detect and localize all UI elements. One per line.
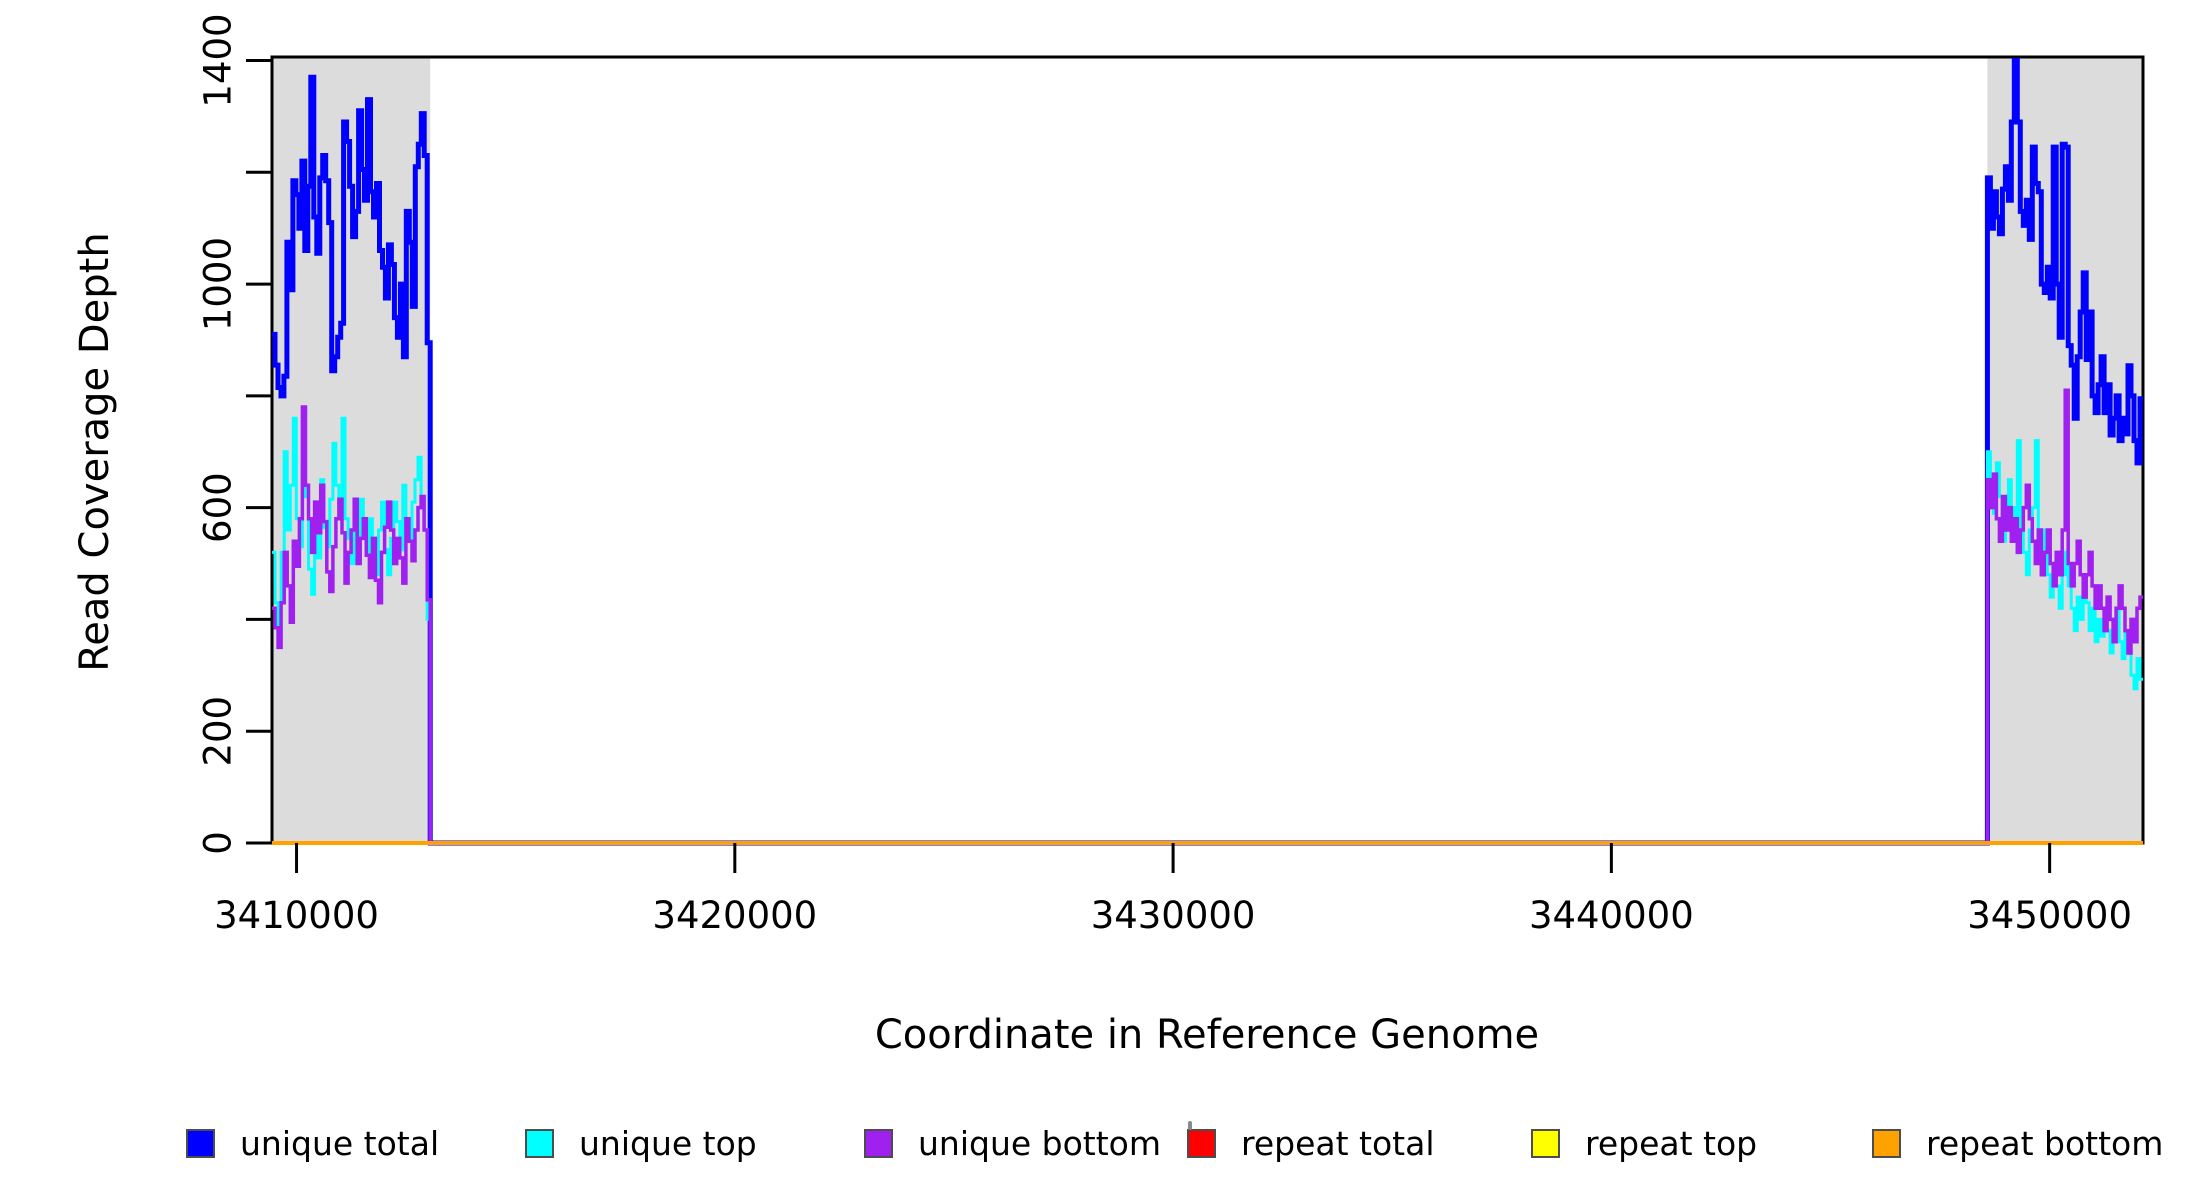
x-tick-label-3410000: 3410000 [214, 894, 379, 937]
legend-swatch-repeat-top [1531, 1128, 1560, 1158]
y-tick-label-1400: 1400 [197, 13, 240, 107]
series-unique-total [272, 58, 2143, 846]
y-tick-label-200: 200 [197, 696, 240, 767]
legend-label-repeat-top: repeat top [1585, 1123, 1758, 1163]
series-unique-top [272, 416, 2143, 845]
stray-mark [1188, 1121, 1192, 1130]
legend-swatch-unique-bottom [864, 1128, 893, 1158]
legend-item-unique-top: unique top [525, 1120, 757, 1166]
legend-label-repeat-bottom: repeat bottom [1926, 1123, 2164, 1163]
legend-item-repeat-bottom: repeat bottom [1872, 1120, 2163, 1166]
x-tick-label-3420000: 3420000 [652, 894, 817, 937]
x-tick-label-3430000: 3430000 [1091, 894, 1256, 937]
legend-swatch-repeat-total [1187, 1128, 1216, 1158]
legend-item-repeat-top: repeat top [1531, 1120, 1757, 1166]
x-tick-label-3450000: 3450000 [1967, 894, 2132, 937]
legend-swatch-unique-top [525, 1128, 554, 1158]
x-axis-title: Coordinate in Reference Genome [874, 1012, 1540, 1058]
plot-box [270, 55, 2145, 845]
legend-swatch-unique-total [186, 1128, 215, 1158]
legend-label-repeat-total: repeat total [1241, 1123, 1435, 1163]
legend-item-unique-total: unique total [186, 1120, 439, 1166]
legend-swatch-repeat-bottom [1872, 1128, 1901, 1158]
legend-item-unique-bottom: unique bottom [864, 1120, 1161, 1166]
legend-label-unique-bottom: unique bottom [918, 1123, 1162, 1163]
y-axis-title: Read Coverage Depth [72, 232, 118, 672]
legend-item-repeat-total: repeat total [1187, 1120, 1435, 1166]
legend: unique total unique top unique bottom repea… [0, 1120, 2200, 1170]
legend-label-unique-total: unique total [240, 1123, 440, 1163]
legend-label-unique-top: unique top [579, 1123, 757, 1163]
y-tick-label-0: 0 [197, 831, 240, 855]
y-tick-label-600: 600 [197, 472, 240, 543]
series-unique-bottom [272, 388, 2143, 845]
x-tick-label-3440000: 3440000 [1529, 894, 1694, 937]
y-tick-label-1000: 1000 [197, 237, 240, 331]
